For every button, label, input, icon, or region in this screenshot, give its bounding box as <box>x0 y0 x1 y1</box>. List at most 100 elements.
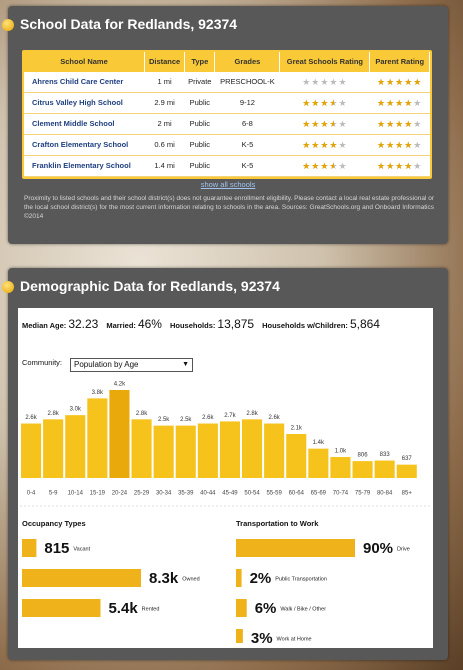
bar <box>43 419 64 478</box>
bar <box>330 457 351 478</box>
distance: 1.4 mi <box>144 155 185 177</box>
type: Public <box>184 155 215 177</box>
value-label: 8.3k <box>149 570 179 587</box>
bar <box>396 464 417 478</box>
bar <box>22 599 101 617</box>
bullet <box>2 281 14 293</box>
bar <box>131 419 152 478</box>
gs-rating-cell: ★★★★★★★★★★ <box>279 134 370 156</box>
bar <box>374 460 395 478</box>
value-label: 3% <box>251 630 273 643</box>
bar <box>236 599 247 617</box>
star-rating: ★★★★★★★★★★ <box>302 118 348 129</box>
value-label: 1.0k <box>335 449 347 455</box>
parent-rating-cell: ★★★★★★★★★★ <box>369 134 430 156</box>
bar <box>87 398 108 478</box>
star-fill: ★★★★★ <box>377 119 414 128</box>
x-tick-label: 35-39 <box>178 491 194 497</box>
school-name[interactable]: Crafton Elementary School <box>24 134 145 156</box>
bar <box>175 425 196 478</box>
gs-rating-cell: ★★★★★★★★★★ <box>279 155 370 177</box>
gs-rating-cell: ★★★★★★★★★★ <box>279 113 370 135</box>
value-label: 2.8k <box>47 411 59 417</box>
star-fill: ★★★★★ <box>302 119 334 128</box>
table-row: Ahrens Child Care Center 1 mi Private PRESC… <box>24 72 430 93</box>
x-tick-label: 40-44 <box>200 491 216 497</box>
grades: 9-12 <box>214 92 280 114</box>
x-tick-label: 80-84 <box>377 491 393 497</box>
value-label: 1.4k <box>313 440 325 446</box>
value-label: 2.1k <box>291 426 303 432</box>
value-label: 2.5k <box>180 417 192 423</box>
category-label: Rented <box>142 606 160 612</box>
star-rating: ★★★★★★★★★★ <box>302 139 348 150</box>
school-name[interactable]: Ahrens Child Care Center <box>24 72 145 93</box>
stats: Median Age: 32.23 Married: 46% Households: 13… <box>22 317 388 331</box>
school-table: School Name Distance Type Grades Great Schoo… <box>24 52 430 177</box>
school-name[interactable]: Clement Middle School <box>24 113 145 135</box>
bar <box>264 423 285 478</box>
value-label: 2.6k <box>25 415 37 421</box>
value-label: 2.7k <box>224 413 236 419</box>
parent-rating-cell: ★★★★★★★★★★ <box>369 155 430 177</box>
x-tick-label: 30-34 <box>156 491 172 497</box>
star-fill: ★★★★★ <box>377 77 423 86</box>
stat-label: Households: <box>169 321 216 330</box>
transportation-chart: Transportation to Work 90% Drive 2% Public T… <box>236 519 410 643</box>
x-tick-label: 45-49 <box>222 491 238 497</box>
school-name[interactable]: Citrus Valley High School <box>24 92 145 114</box>
panel-title: Demographic Data for Redlands, 92374 <box>20 278 280 294</box>
x-tick-label: 65-69 <box>311 491 327 497</box>
panel-title: School Data for Redlands, 92374 <box>20 16 238 32</box>
star-fill: ★★★★★ <box>302 161 334 170</box>
table-row: Clement Middle School 2 mi Public 6-8 ★★★★★ ★… <box>24 113 430 135</box>
value-label: 2.8k <box>136 411 148 417</box>
column-header: Distance <box>144 52 186 72</box>
type: Private <box>184 72 215 93</box>
chart-title: Transportation to Work <box>236 519 319 528</box>
grades: 6-8 <box>214 113 280 135</box>
category-label: Drive <box>397 546 410 552</box>
bar <box>219 421 240 478</box>
x-tick-label: 25-29 <box>134 491 150 497</box>
column-header: School Name <box>24 52 145 72</box>
bullet <box>2 19 14 31</box>
stat-value: 13,875 <box>217 317 255 331</box>
stat-label: Households w/Children: <box>262 321 348 330</box>
table-row: Franklin Elementary School 1.4 mi Public K-… <box>24 155 430 177</box>
value-label: 2% <box>250 570 272 587</box>
school-table-frame: School Name Distance Type Grades Great Schoo… <box>22 50 432 179</box>
stat-value: 5,864 <box>349 317 380 331</box>
type: Public <box>184 113 215 135</box>
x-tick-label: 70-74 <box>333 491 349 497</box>
grades: PRESCHOOL-K <box>214 72 280 93</box>
star-fill: ★★★★★ <box>302 98 334 107</box>
community-select[interactable]: Population by Age <box>70 358 193 372</box>
school-name[interactable]: Franklin Elementary School <box>24 155 145 177</box>
table-row: Crafton Elementary School 0.6 mi Public K-5… <box>24 134 430 156</box>
stat-label: Median Age: <box>22 321 67 330</box>
value-label: 5.4k <box>108 600 138 617</box>
distance: 2 mi <box>144 113 185 135</box>
type: Public <box>184 134 215 156</box>
bar <box>109 390 130 478</box>
x-tick-label: 60-64 <box>289 491 305 497</box>
x-tick-label: 15-19 <box>90 491 106 497</box>
category-label: Vacant <box>73 546 90 552</box>
show-all-link[interactable]: show all schools <box>200 180 256 189</box>
value-label: 2.8k <box>246 411 258 417</box>
star-rating: ★★★★★★★★★★ <box>377 76 423 87</box>
x-tick-label: 50-54 <box>244 491 260 497</box>
category-label: Walk / Bike / Other <box>280 606 326 612</box>
star-rating: ★★★★★★★★★★ <box>302 97 348 108</box>
value-label: 833 <box>380 452 391 458</box>
age-chart: 2.6k 0-4 2.8k 5-9 3.0k 10-14 3.8k 15-19 4.2k 20-2… <box>20 382 431 507</box>
star-fill: ★★★★★ <box>377 140 414 149</box>
bar <box>242 419 263 478</box>
table-row: Citrus Valley High School 2.9 mi Public 9-1… <box>24 92 430 114</box>
value-label: 2.6k <box>268 415 280 421</box>
stat-value: 32.23 <box>68 317 99 331</box>
star-rating: ★★★★★★★★★★ <box>377 118 423 129</box>
bar <box>236 569 242 587</box>
demographic-panel: Demographic Data for Redlands, 92374 Med… <box>2 268 448 660</box>
